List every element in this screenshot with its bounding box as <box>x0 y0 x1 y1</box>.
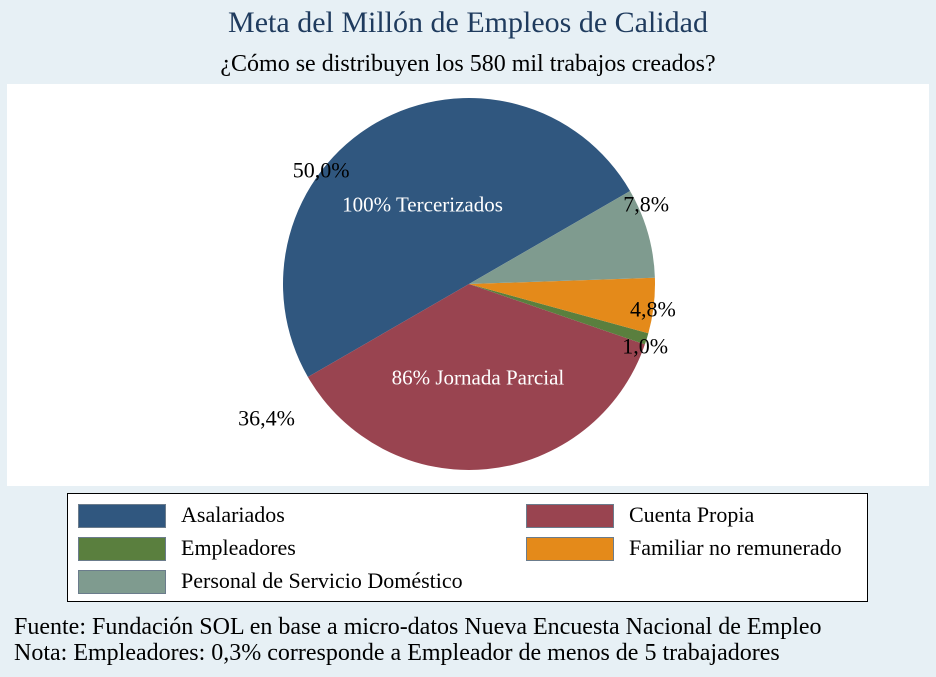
slice-value-label-personal-de-servicio-domestico: 7,8% <box>623 191 669 216</box>
legend-swatch-cuenta-propia <box>526 504 614 528</box>
pie-slice-personal-de-servicio-domestico <box>469 191 655 284</box>
legend: Asalariados Cuenta Propia Empleadores Fa… <box>67 493 868 602</box>
legend-label-familiar: Familiar no remunerado <box>629 535 842 560</box>
legend-label-cuenta-propia: Cuenta Propia <box>629 502 755 527</box>
slice-value-label-familiar-no-remunerado: 4,8% <box>630 296 676 321</box>
plot-area: 50,0% 36,4% 1,0% 4,8% 7,8% 100% Tercerizados 8… <box>7 84 929 486</box>
pie-slice-empleadores <box>469 284 649 345</box>
pie-slice-familiar-no-remunerado <box>469 277 655 334</box>
legend-label-asalariados: Asalariados <box>181 502 285 527</box>
legend-swatch-servicio-domestico <box>78 570 166 594</box>
data-note: Nota: Empleadores: 0,3% corresponde a Em… <box>14 640 780 666</box>
slice-value-label-cuenta-propia: 36,4% <box>238 406 295 431</box>
legend-swatch-familiar <box>526 537 614 561</box>
legend-label-servicio-domestico: Personal de Servicio Doméstico <box>181 568 463 593</box>
inner-label-cuenta-propia: 86% Jornada Parcial <box>392 366 565 390</box>
pie-slice-cuenta-propia <box>307 284 645 471</box>
legend-swatch-empleadores <box>78 537 166 561</box>
legend-label-empleadores: Empleadores <box>181 535 296 560</box>
legend-swatch-asalariados <box>78 504 166 528</box>
chart-title: Meta del Millón de Empleos de Calidad <box>228 6 708 39</box>
pie-slice-asalariados <box>283 98 631 377</box>
slice-value-label-empleadores: 1,0% <box>622 333 668 358</box>
pie-chart: 50,0% 36,4% 1,0% 4,8% 7,8% 100% Tercerizados 8… <box>238 98 676 471</box>
chart-subtitle: ¿Cómo se distribuyen los 580 mil trabajo… <box>220 51 716 77</box>
inner-label-asalariados: 100% Tercerizados <box>342 192 503 216</box>
source-note: Fuente: Fundación SOL en base a micro-da… <box>14 614 822 640</box>
slice-value-label-asalariados: 50,0% <box>293 158 350 183</box>
